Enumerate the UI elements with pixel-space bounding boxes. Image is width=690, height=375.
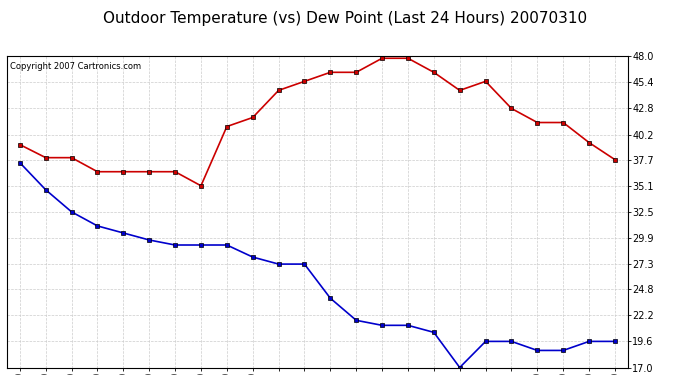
- Text: Outdoor Temperature (vs) Dew Point (Last 24 Hours) 20070310: Outdoor Temperature (vs) Dew Point (Last…: [103, 11, 587, 26]
- Text: Copyright 2007 Cartronics.com: Copyright 2007 Cartronics.com: [10, 63, 141, 72]
